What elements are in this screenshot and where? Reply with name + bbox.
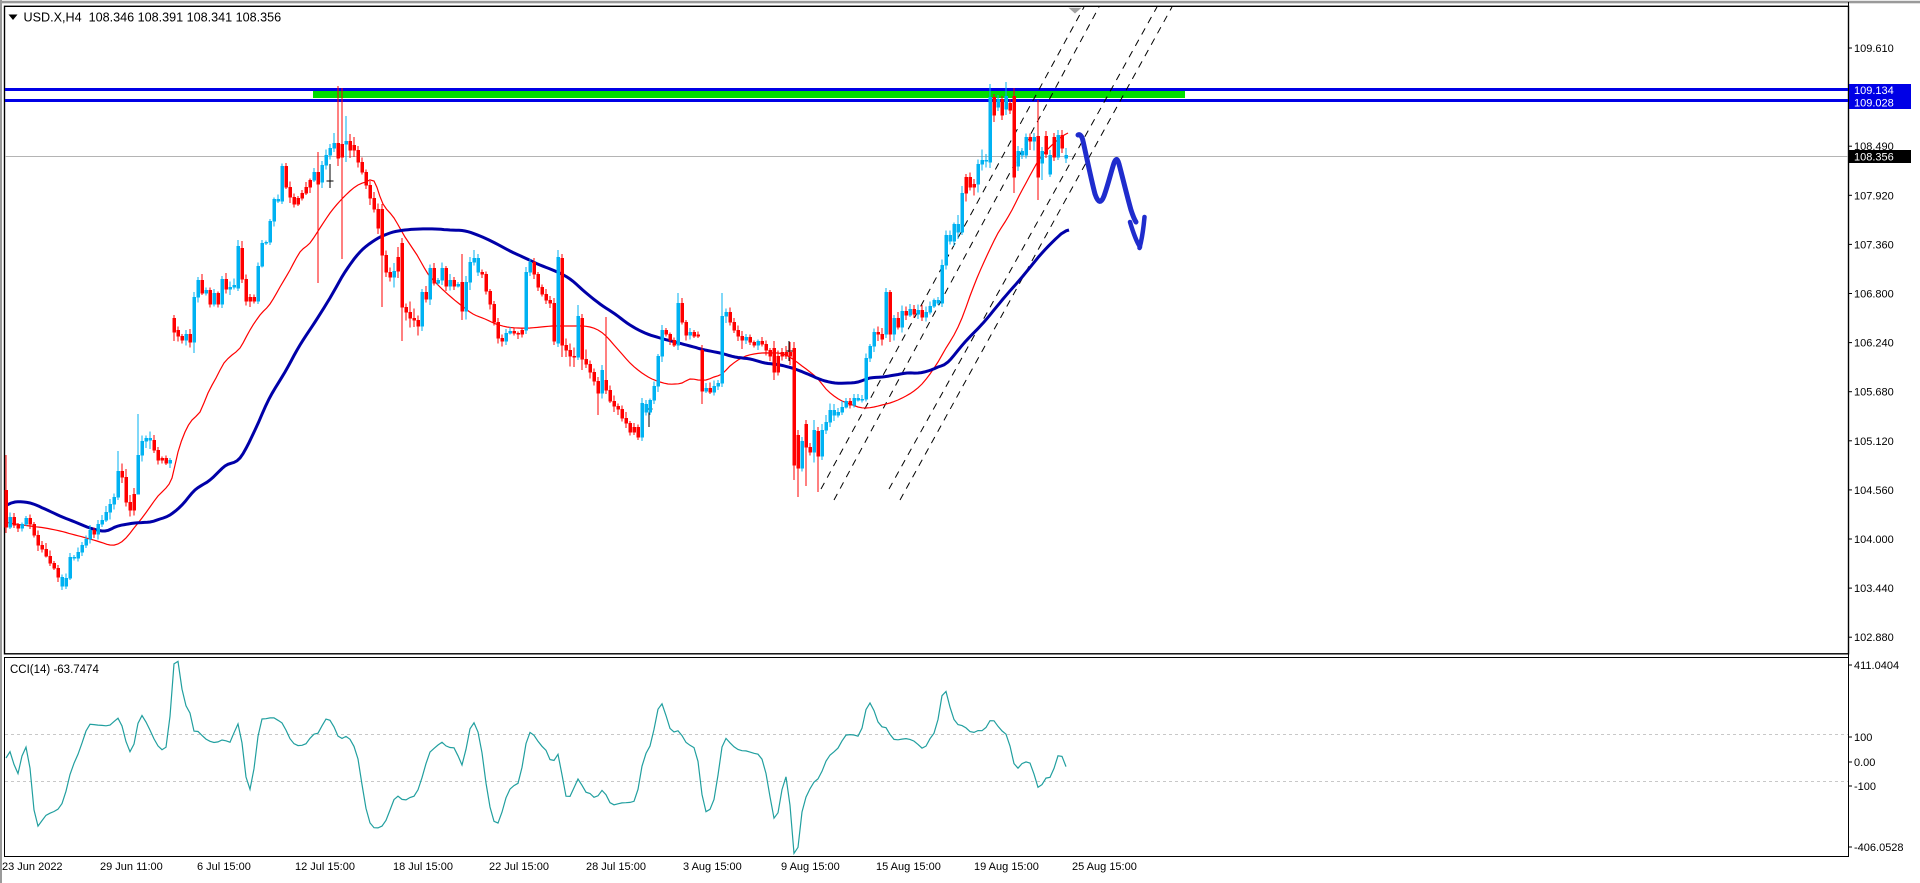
svg-text:102.880: 102.880 xyxy=(1854,632,1894,644)
svg-text:107.920: 107.920 xyxy=(1854,190,1894,202)
svg-text:12 Jul 15:00: 12 Jul 15:00 xyxy=(295,861,355,873)
svg-text:CCI(14) -63.7474: CCI(14) -63.7474 xyxy=(10,664,99,676)
svg-text:18 Jul 15:00: 18 Jul 15:00 xyxy=(393,861,453,873)
svg-text:108.356: 108.356 xyxy=(1854,152,1894,164)
svg-text:-100: -100 xyxy=(1854,781,1876,793)
svg-text:3 Aug 15:00: 3 Aug 15:00 xyxy=(683,861,742,873)
svg-text:100: 100 xyxy=(1854,732,1872,744)
svg-text:104.000: 104.000 xyxy=(1854,534,1894,546)
svg-text:105.120: 105.120 xyxy=(1854,436,1894,448)
svg-text:0.00: 0.00 xyxy=(1854,757,1875,769)
svg-text:9 Aug 15:00: 9 Aug 15:00 xyxy=(781,861,840,873)
svg-text:29 Jun 11:00: 29 Jun 11:00 xyxy=(100,861,163,873)
svg-text:106.800: 106.800 xyxy=(1854,289,1894,301)
svg-text:28 Jul 15:00: 28 Jul 15:00 xyxy=(586,861,646,873)
svg-text:107.360: 107.360 xyxy=(1854,239,1894,251)
svg-text:105.680: 105.680 xyxy=(1854,387,1894,399)
svg-text:109.134: 109.134 xyxy=(1854,85,1894,97)
svg-text:109.610: 109.610 xyxy=(1854,43,1894,55)
svg-text:106.240: 106.240 xyxy=(1854,338,1894,350)
svg-text:25 Aug 15:00: 25 Aug 15:00 xyxy=(1072,861,1137,873)
svg-text:22 Jul 15:00: 22 Jul 15:00 xyxy=(489,861,549,873)
svg-text:6 Jul 15:00: 6 Jul 15:00 xyxy=(197,861,251,873)
svg-text:-406.0528: -406.0528 xyxy=(1854,842,1904,854)
svg-text:USD.X,H4 108.346 108.391 108.: USD.X,H4 108.346 108.391 108.341 108.356 xyxy=(24,11,282,25)
svg-text:23 Jun 2022: 23 Jun 2022 xyxy=(2,861,63,873)
svg-text:411.0404: 411.0404 xyxy=(1854,660,1899,672)
svg-text:19 Aug 15:00: 19 Aug 15:00 xyxy=(974,861,1039,873)
svg-text:104.560: 104.560 xyxy=(1854,485,1894,497)
svg-text:109.028: 109.028 xyxy=(1854,98,1894,110)
svg-text:15 Aug 15:00: 15 Aug 15:00 xyxy=(876,861,941,873)
svg-text:103.440: 103.440 xyxy=(1854,583,1894,595)
